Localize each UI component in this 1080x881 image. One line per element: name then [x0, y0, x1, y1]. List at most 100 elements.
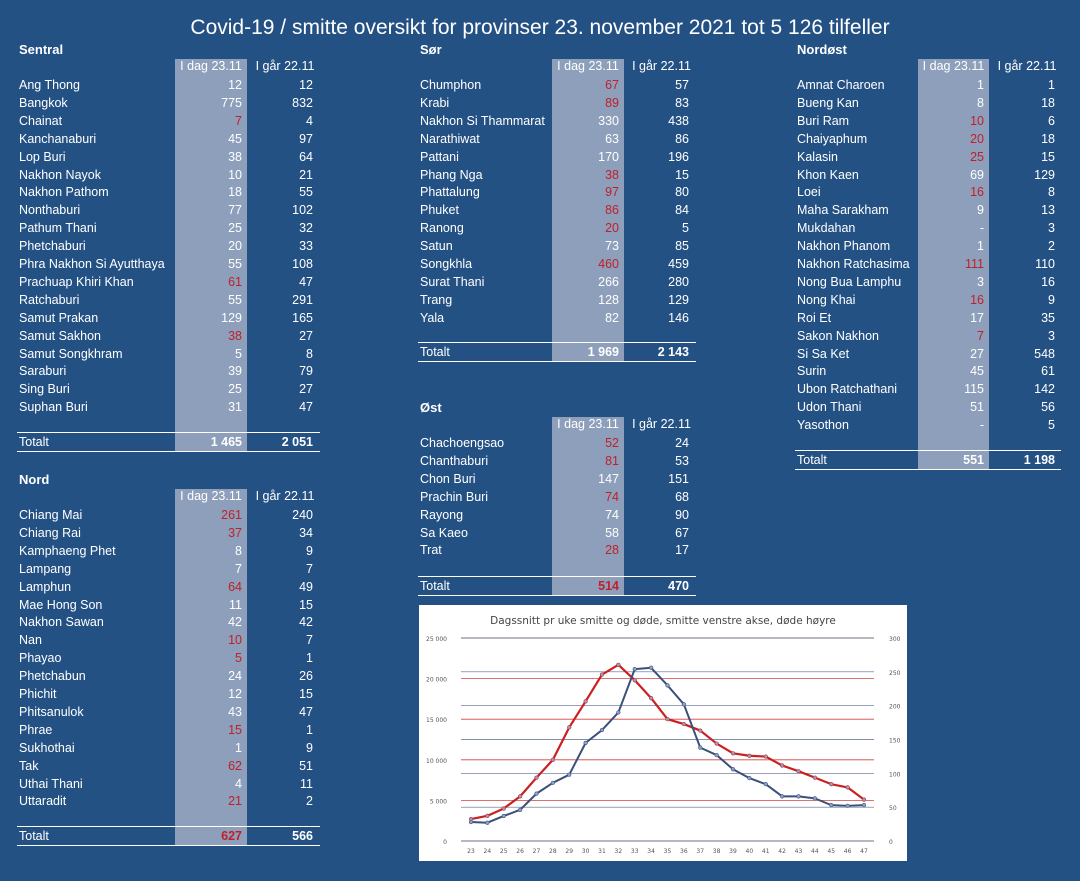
- value-today: 10: [228, 167, 242, 182]
- value-yesterday: 16: [1041, 274, 1055, 289]
- value-today: 4: [235, 776, 242, 791]
- value-today: 52: [605, 436, 619, 450]
- total-yesterday: 470: [668, 579, 689, 593]
- total-divider-bottom: [418, 361, 696, 362]
- table-row: Mae Hong Son 11 15: [0, 596, 1080, 614]
- value-today: 86: [605, 203, 619, 218]
- value-today: -: [979, 418, 984, 433]
- y-tick-left: 20 000: [426, 677, 447, 684]
- province-name: Phrae: [19, 722, 53, 737]
- value-today: 38: [228, 149, 242, 164]
- data-point-right: [649, 665, 654, 670]
- province-name: Narathiwat: [420, 131, 480, 146]
- value-yesterday: 79: [299, 364, 313, 379]
- value-yesterday: 83: [675, 95, 689, 110]
- value-yesterday: 151: [668, 471, 689, 486]
- value-yesterday: 11: [300, 776, 313, 791]
- table-row: Buri Ram 10 6: [0, 112, 1080, 130]
- table-row: Ratchaburi 55 291: [0, 291, 1080, 309]
- region-name: Sentral: [19, 42, 64, 57]
- value-today: 16: [970, 292, 984, 307]
- province-name: Samut Songkhram: [19, 346, 123, 361]
- value-yesterday: 291: [292, 292, 313, 307]
- province-name: Sakon Nakhon: [797, 328, 880, 343]
- value-yesterday: 49: [299, 579, 313, 594]
- data-point-right: [714, 752, 719, 758]
- value-yesterday: 1: [1048, 78, 1055, 92]
- value-yesterday: 15: [299, 687, 313, 701]
- table-row: Nong Khai 16 9: [0, 291, 1080, 309]
- table-row: Phetchabun 24 26: [0, 667, 1080, 685]
- value-today: 129: [221, 310, 242, 325]
- province-name: Chainat: [19, 113, 63, 128]
- total-label: Totalt: [420, 579, 450, 593]
- y-tick-right: 0: [889, 839, 893, 846]
- data-point-right: [518, 807, 523, 812]
- province-name: Phetchaburi: [19, 239, 86, 254]
- value-yesterday: 108: [292, 257, 313, 271]
- province-name: Lampang: [19, 561, 72, 576]
- table-row: Prachin Buri 74 68: [0, 488, 1080, 506]
- data-point-left: [616, 662, 621, 667]
- total-today: 514: [598, 579, 619, 593]
- value-yesterday: 2: [306, 794, 313, 809]
- table-row: Nakhon Si Thammarat 330 438: [0, 112, 1080, 130]
- table-row: Uthai Thani 4 11: [0, 775, 1080, 793]
- value-yesterday: 64: [299, 149, 313, 164]
- value-today: 460: [598, 257, 619, 271]
- value-today: 20: [970, 131, 984, 146]
- province-name: Khon Kaen: [797, 167, 859, 182]
- total-divider-bottom: [795, 469, 1061, 470]
- value-today: 9: [977, 203, 984, 218]
- table-row: Sukhothai 1 9: [0, 739, 1080, 757]
- data-point-left: [796, 769, 801, 774]
- table-row: Mukdahan - 3: [0, 219, 1080, 237]
- province-name: Uttaradit: [19, 794, 67, 809]
- value-today: 58: [605, 525, 619, 540]
- value-today: 7: [977, 328, 984, 343]
- table-row: Chainat 7 4: [0, 112, 1080, 130]
- value-yesterday: 90: [675, 507, 689, 522]
- total-yesterday: 2 143: [657, 345, 689, 359]
- province-name: Surat Thani: [420, 274, 485, 289]
- value-yesterday: 9: [306, 740, 313, 755]
- province-name: Chanthaburi: [420, 453, 489, 468]
- value-today: 20: [228, 239, 242, 254]
- province-name: Roi Et: [797, 310, 832, 325]
- value-today: 37: [228, 525, 242, 540]
- data-point-right: [665, 683, 670, 688]
- y-tick-right: 50: [889, 805, 897, 812]
- y-tick-left: 15 000: [426, 717, 447, 724]
- table-row: Samut Sakhon 38 27: [0, 327, 1080, 345]
- data-point-right: [501, 813, 506, 819]
- province-name: Phra Nakhon Si Ayutthaya: [19, 257, 165, 271]
- table-row: Bangkok 775 832: [0, 94, 1080, 112]
- province-name: Phitsanulok: [19, 704, 84, 719]
- province-name: Nakhon Nayok: [19, 167, 101, 182]
- table-row: Sakon Nakhon 7 3: [0, 327, 1080, 345]
- value-today: 38: [228, 328, 242, 343]
- table-row: Nakhon Ratchasima 111 110: [0, 255, 1080, 273]
- table-row: Narathiwat 63 86: [0, 130, 1080, 148]
- data-point-left: [583, 699, 588, 704]
- province-name: Phichit: [19, 687, 57, 701]
- x-tick-label: 27: [533, 848, 541, 855]
- table-row: Chon Buri 147 151: [0, 470, 1080, 488]
- value-yesterday: 86: [675, 131, 689, 146]
- value-yesterday: 84: [675, 203, 689, 218]
- value-today: 266: [598, 274, 619, 289]
- today-column-background: [918, 59, 989, 470]
- value-yesterday: 51: [299, 758, 313, 773]
- table-row: Loei 16 8: [0, 183, 1080, 201]
- value-yesterday: 97: [299, 131, 313, 146]
- value-yesterday: 9: [1048, 292, 1055, 307]
- value-yesterday: 13: [1041, 203, 1055, 218]
- value-yesterday: 35: [1041, 310, 1055, 325]
- data-point-right: [468, 819, 474, 825]
- table-row: Chiang Mai 261 240: [0, 506, 1080, 524]
- x-tick-label: 33: [631, 848, 639, 855]
- x-tick-label: 41: [762, 848, 770, 855]
- data-point-left: [649, 695, 654, 701]
- value-yesterday: 5: [1048, 418, 1055, 433]
- value-today: 261: [221, 508, 242, 522]
